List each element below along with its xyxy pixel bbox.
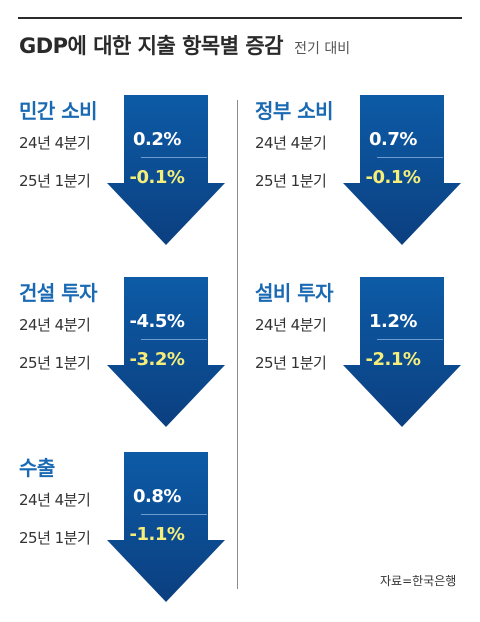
value-latest-quarter: -0.1% <box>129 167 185 188</box>
panel-title: 설비 투자 <box>255 281 334 305</box>
value-prev-quarter: -4.5% <box>129 311 185 332</box>
source-note: 자료=한국은행 <box>380 574 457 588</box>
panel-exports: 수출 24년 4분기 25년 1분기 0.8% -1.1% <box>19 452 239 622</box>
value-prev-quarter: 1.2% <box>369 311 417 332</box>
panel-title: 건설 투자 <box>19 281 98 305</box>
value-separator <box>141 157 207 158</box>
row-label-prev-quarter: 24년 4분기 <box>255 316 327 334</box>
column-divider <box>237 100 238 589</box>
value-prev-quarter: 0.8% <box>133 486 181 507</box>
chart-title-block: GDP에 대한 지출 항목별 증감 전기 대비 <box>19 30 350 60</box>
row-label-latest-quarter: 25년 1분기 <box>255 354 327 372</box>
panel-title: 수출 <box>19 456 55 480</box>
panel-title: 정부 소비 <box>255 99 334 123</box>
row-label-prev-quarter: 24년 4분기 <box>19 316 91 334</box>
panel-title: 민간 소비 <box>19 99 98 123</box>
row-label-latest-quarter: 25년 1분기 <box>19 529 91 547</box>
panel-construction-investment: 건설 투자 24년 4분기 25년 1분기 -4.5% -3.2% <box>19 277 239 447</box>
row-label-latest-quarter: 25년 1분기 <box>19 354 91 372</box>
value-latest-quarter: -0.1% <box>365 167 421 188</box>
panel-private-consumption: 민간 소비 24년 4분기 25년 1분기 0.2% -0.1% <box>19 95 239 265</box>
row-label-prev-quarter: 24년 4분기 <box>19 134 91 152</box>
row-label-latest-quarter: 25년 1분기 <box>255 172 327 190</box>
panel-government-consumption: 정부 소비 24년 4분기 25년 1분기 0.7% -0.1% <box>255 95 475 265</box>
value-separator <box>377 339 443 340</box>
row-label-prev-quarter: 24년 4분기 <box>19 491 91 509</box>
value-separator <box>141 339 207 340</box>
value-separator <box>141 514 207 515</box>
chart-subtitle: 전기 대비 <box>294 41 351 57</box>
value-latest-quarter: -1.1% <box>129 524 185 545</box>
chart-title: GDP에 대한 지출 항목별 증감 <box>19 34 284 58</box>
value-latest-quarter: -3.2% <box>129 349 185 370</box>
top-rule <box>18 17 462 19</box>
row-label-latest-quarter: 25년 1분기 <box>19 172 91 190</box>
panel-equipment-investment: 설비 투자 24년 4분기 25년 1분기 1.2% -2.1% <box>255 277 475 447</box>
row-label-prev-quarter: 24년 4분기 <box>255 134 327 152</box>
value-separator <box>377 157 443 158</box>
value-prev-quarter: 0.2% <box>133 129 181 150</box>
value-prev-quarter: 0.7% <box>369 129 417 150</box>
value-latest-quarter: -2.1% <box>365 349 421 370</box>
